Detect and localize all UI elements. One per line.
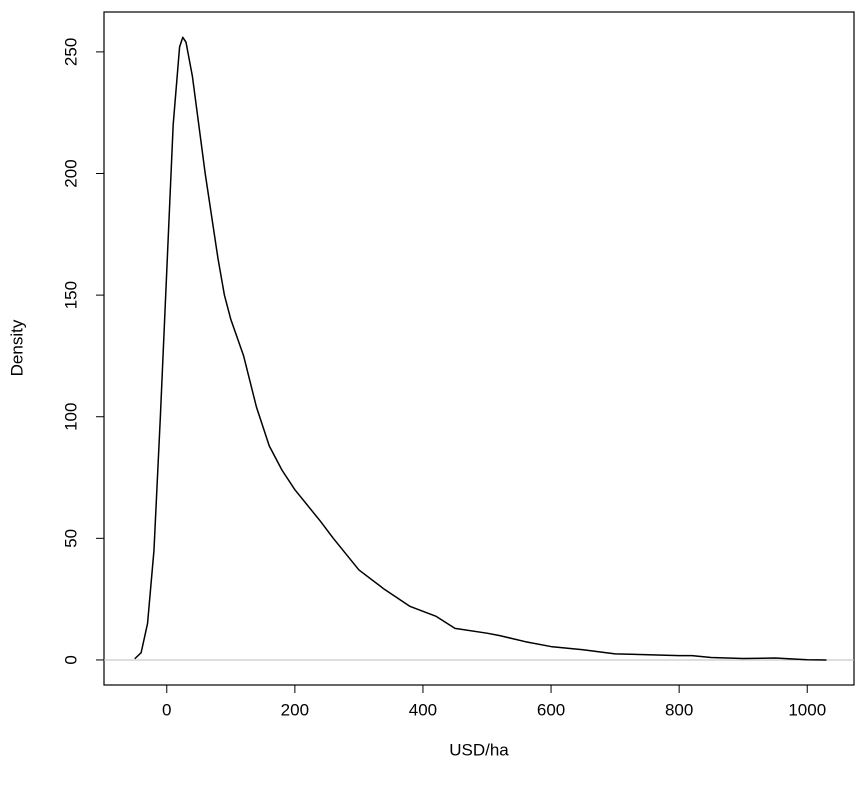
y-tick-label: 50 [61,529,80,548]
x-tick-label: 600 [537,700,565,719]
y-tick-label: 100 [61,403,80,431]
x-axis-label: USD/ha [449,740,509,759]
x-tick-label: 0 [162,700,171,719]
y-tick-label: 150 [61,281,80,309]
y-tick-label: 250 [61,38,80,66]
x-tick-label: 200 [281,700,309,719]
y-axis-label: Density [7,319,26,376]
y-tick-label: 200 [61,159,80,187]
y-tick-label: 0 [61,655,80,664]
density-line [134,36,827,661]
x-tick-label: 800 [665,700,693,719]
plot-frame [103,11,855,686]
x-tick-label: 400 [409,700,437,719]
x-tick-label: 1000 [788,700,826,719]
